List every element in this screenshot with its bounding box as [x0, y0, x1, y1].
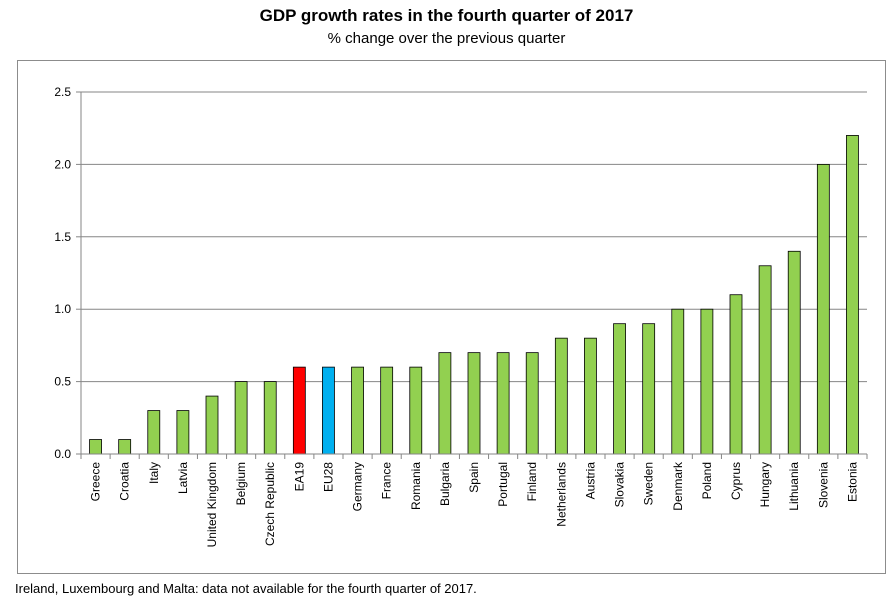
x-tick-label: Slovenia	[816, 462, 830, 508]
x-tick-label: Finland	[525, 462, 539, 501]
chart-frame	[17, 60, 886, 574]
x-tick-label: Estonia	[845, 462, 859, 502]
bar-cyprus	[729, 294, 743, 455]
x-tick-label: Cyprus	[729, 462, 743, 500]
x-tick-label: EA19	[292, 462, 306, 492]
x-tick-label: Italy	[147, 462, 161, 484]
x-tick-label: Belgium	[234, 462, 248, 505]
x-tick-label: Romania	[409, 462, 423, 510]
y-tick-label: 2.0	[54, 157, 71, 171]
bar-romania	[409, 366, 423, 455]
bar-bulgaria	[438, 352, 452, 455]
x-tick-label: Hungary	[758, 462, 772, 507]
bar-czech-republic	[263, 381, 277, 455]
bar-spain	[467, 352, 481, 455]
x-tick-label: Germany	[351, 462, 365, 511]
bar-united-kingdom	[205, 395, 219, 455]
y-tick-label: 1.0	[54, 302, 71, 316]
bar-finland	[525, 352, 539, 455]
bar-estonia	[846, 135, 859, 455]
bar-germany	[351, 366, 364, 455]
x-tick-label: EU28	[321, 462, 335, 492]
bar-denmark	[671, 308, 685, 455]
x-tick-label: Slovakia	[613, 462, 627, 508]
bars	[89, 135, 859, 455]
y-tick-label: 2.5	[54, 85, 71, 99]
chart-subtitle: % change over the previous quarter	[327, 30, 566, 47]
x-tick-label: Latvia	[176, 462, 190, 494]
x-tick-label: Lithuania	[787, 462, 801, 511]
x-tick-label: Croatia	[118, 462, 132, 501]
bar-eu28	[322, 366, 335, 455]
bar-slovenia	[816, 163, 830, 455]
bar-slovakia	[613, 323, 626, 455]
bar-latvia	[176, 410, 190, 455]
bar-lithuania	[787, 250, 801, 455]
y-tick-label: 0.5	[54, 375, 71, 389]
bar-france	[380, 366, 394, 455]
y-tick-label: 1.5	[54, 230, 71, 244]
x-tick-label: Denmark	[671, 461, 685, 511]
x-tick-label: Portugal	[496, 462, 510, 507]
x-tick-label: Spain	[467, 462, 481, 493]
x-tick-label: Poland	[700, 462, 714, 499]
y-tick-labels: 0.0 0.5 1.0 1.5 2.0 2.5	[54, 85, 71, 461]
x-tick-label: Czech Republic	[263, 462, 277, 546]
bar-netherlands	[554, 337, 568, 455]
x-tick-label: Greece	[89, 462, 103, 502]
x-tick-label: United Kingdom	[205, 462, 219, 547]
bar-hungary	[758, 265, 772, 455]
bar-belgium	[234, 381, 248, 455]
chart-title: GDP growth rates in the fourth quarter o…	[259, 6, 634, 25]
x-tick-label: Sweden	[642, 462, 656, 505]
x-tick-labels: Greece Croatia Italy Latvia United Kingdom Be…	[89, 461, 860, 547]
bar-croatia	[118, 439, 132, 455]
bar-italy	[147, 410, 161, 455]
bar-sweden	[642, 323, 656, 455]
x-tick-label: France	[380, 462, 394, 500]
bar-poland	[700, 308, 714, 455]
bar-austria	[584, 337, 597, 455]
x-tick-label: Austria	[583, 462, 597, 500]
x-tick-label: Bulgaria	[438, 462, 452, 506]
bar-ea19	[292, 366, 306, 455]
x-tick-label: Netherlands	[554, 462, 568, 527]
footnote: Ireland, Luxembourg and Malta: data not …	[15, 581, 477, 596]
bar-greece	[89, 439, 102, 455]
bar-portugal	[496, 352, 510, 455]
axes	[80, 92, 868, 459]
y-tick-label: 0.0	[54, 447, 71, 461]
